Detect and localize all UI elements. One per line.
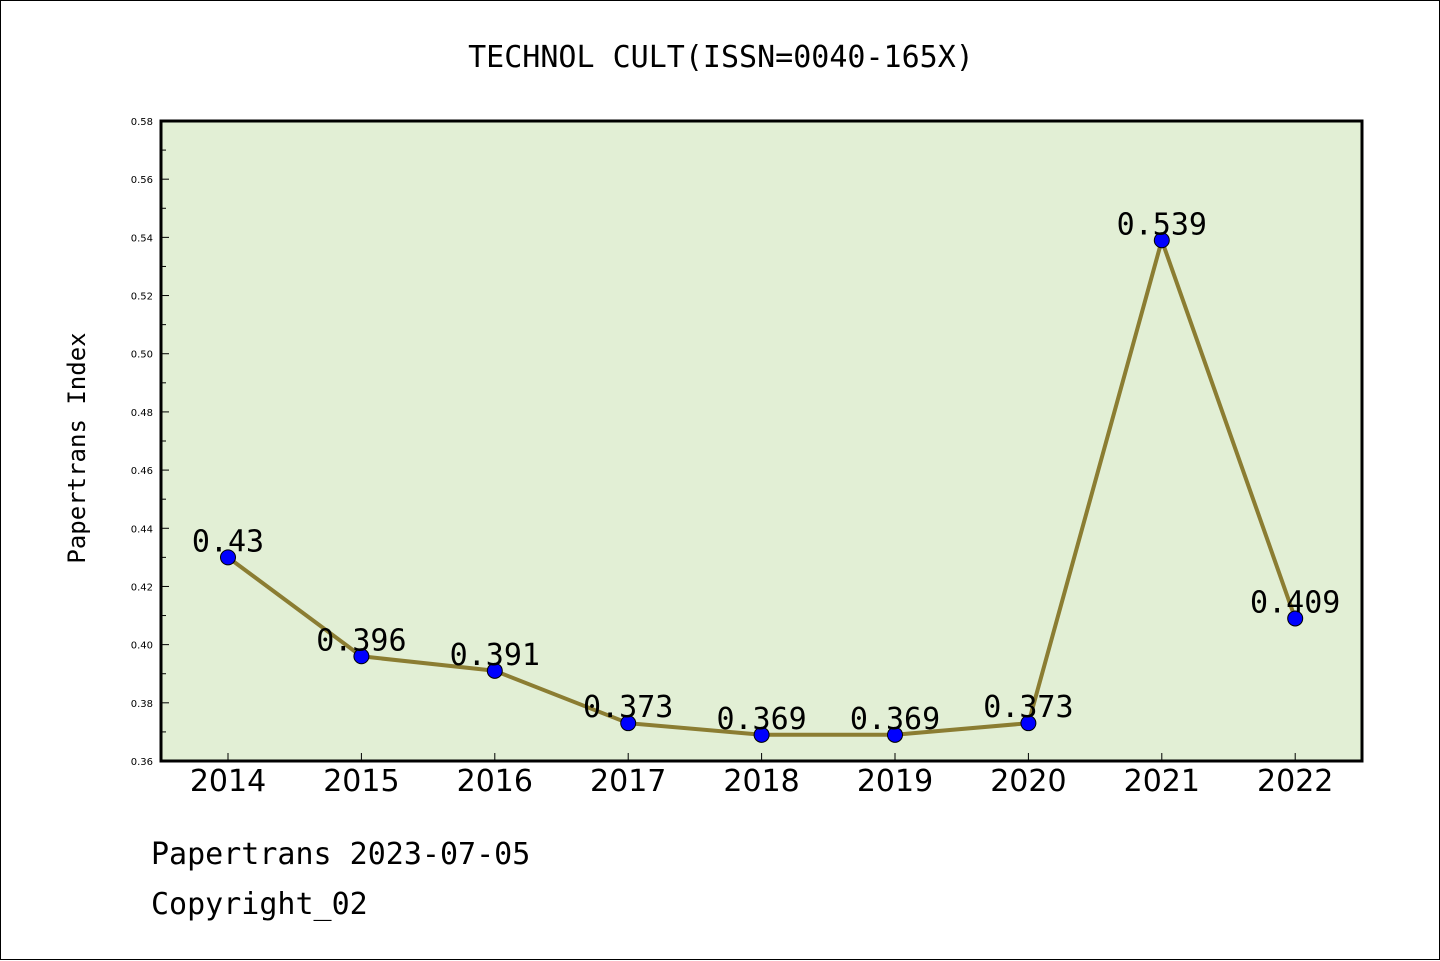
y-tick-label: 0.38 [131, 699, 153, 710]
copyright-text: Copyright_02 [151, 887, 368, 922]
y-axis-label: Papertrans Index [63, 332, 91, 563]
data-label: 0.369 [850, 702, 940, 737]
data-label: 0.396 [316, 623, 406, 658]
x-tick-label: 2017 [590, 764, 666, 799]
data-labels: 0.43 0.396 0.391 0.373 0.369 0.369 0.373 0.539 0… [192, 207, 1340, 737]
data-point-marker [1287, 610, 1304, 627]
y-tick-label: 0.44 [131, 524, 153, 535]
y-axis-ticks: 0.36 0.38 0.40 0.42 0.44 0.46 0.48 0.50 0.52 0.54… [131, 117, 169, 768]
x-tick-label: 2019 [857, 764, 933, 799]
data-label: 0.373 [983, 690, 1073, 725]
y-tick-label: 0.46 [131, 466, 153, 477]
data-point-marker [220, 549, 236, 566]
x-axis-ticks: 2014 2015 2016 2017 2018 2019 2020 2021 2022 [190, 753, 1333, 799]
chart-title: TECHNOL CULT(ISSN=0040-165X) [468, 40, 974, 75]
data-point-marker [887, 726, 903, 743]
y-tick-label: 0.48 [131, 408, 153, 419]
data-label: 0.391 [450, 638, 540, 673]
data-label: 0.539 [1117, 207, 1207, 242]
y-tick-label: 0.50 [131, 350, 153, 361]
x-tick-label: 2022 [1257, 764, 1333, 799]
y-tick-label: 0.54 [131, 233, 153, 244]
y-tick-label: 0.52 [131, 292, 153, 303]
x-tick-label: 2021 [1124, 764, 1200, 799]
data-label: 0.369 [716, 702, 806, 737]
data-point-marker [1153, 232, 1170, 249]
data-label: 0.409 [1250, 585, 1340, 620]
y-tick-label: 0.40 [131, 641, 153, 652]
y-tick-label: 0.58 [131, 117, 153, 128]
data-point-marker [1020, 715, 1037, 732]
data-label: 0.43 [192, 524, 264, 559]
x-tick-label: 2015 [323, 764, 399, 799]
data-point-marker [353, 648, 370, 665]
data-point-marker [753, 726, 770, 743]
y-tick-label: 0.36 [131, 757, 153, 768]
source-date-text: Papertrans 2023-07-05 [151, 837, 531, 872]
x-tick-label: 2014 [190, 764, 266, 799]
data-point-marker [486, 662, 503, 679]
y-tick-label: 0.56 [131, 175, 153, 186]
series-markers [220, 232, 1304, 743]
x-tick-label: 2020 [990, 764, 1066, 799]
data-point-marker [620, 715, 637, 732]
x-tick-label: 2018 [723, 764, 799, 799]
data-label: 0.373 [583, 690, 673, 725]
x-tick-label: 2016 [457, 764, 533, 799]
y-tick-label: 0.42 [131, 582, 153, 593]
